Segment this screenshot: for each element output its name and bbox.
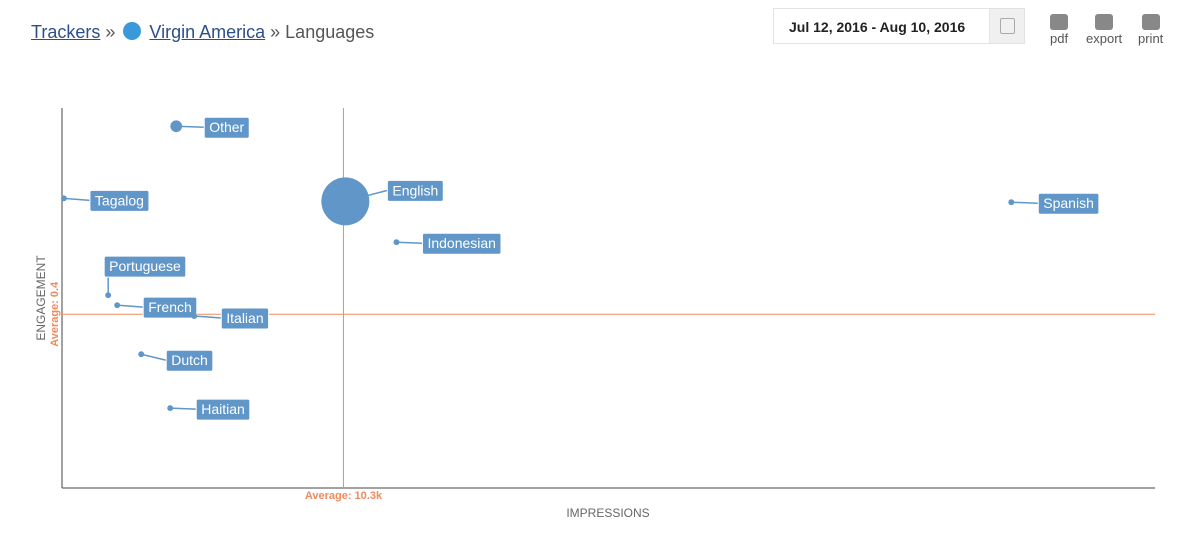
twitter-icon [123, 22, 142, 40]
breadcrumbs: Trackers » Virgin America » Languages [31, 22, 374, 43]
bubble [114, 302, 121, 309]
point-label: English [345, 179, 444, 203]
pdf-button[interactable]: pdf [1050, 14, 1068, 46]
button-label: export [1086, 31, 1123, 46]
date-picker[interactable]: Jul 12, 2016 - Aug 10, 2016 [773, 8, 1025, 44]
point-label-text: French [148, 299, 192, 315]
point-label: Tagalog [63, 189, 150, 212]
bubble [60, 195, 67, 202]
bubble [167, 405, 174, 412]
point-label-text: Italian [226, 310, 263, 326]
print-button[interactable]: print [1138, 14, 1163, 46]
connector [63, 197, 90, 202]
point-label: Dutch [141, 349, 214, 372]
point-label: French [117, 296, 198, 319]
button-label: print [1138, 31, 1164, 46]
point-label: Italian [194, 307, 270, 330]
label-box [195, 398, 251, 421]
point-label: Spanish [1011, 192, 1100, 215]
bubble [393, 239, 400, 246]
bubble [321, 177, 370, 226]
label-box [103, 255, 187, 278]
average-label: Average: 10.3k [305, 490, 383, 502]
average-label: Average: 0.4 [49, 281, 61, 347]
breadcrumb-current: Languages [285, 22, 375, 42]
connector [117, 304, 144, 308]
connector [194, 315, 222, 319]
breadcrumb-link[interactable]: Virgin America [149, 22, 266, 42]
point-label-text: Tagalog [95, 192, 144, 208]
label-box [142, 296, 198, 319]
label-box [89, 189, 150, 212]
date-range: Jul 12, 2016 - Aug 10, 2016 [789, 19, 966, 35]
bubble [191, 313, 198, 319]
connector [141, 353, 167, 361]
export-button[interactable]: export [1086, 14, 1122, 46]
point-label: Indonesian [396, 232, 502, 255]
calendar-button[interactable] [989, 9, 1024, 43]
point-label: Other [176, 116, 250, 139]
bubble [1008, 199, 1015, 206]
label-box [421, 232, 502, 255]
y-axis-title: ENGAGEMENT [34, 255, 48, 341]
point-label-text: Spanish [1043, 195, 1094, 211]
bubble [105, 292, 112, 299]
point-label-text: Other [209, 119, 244, 135]
label-box [220, 307, 270, 330]
label-box [386, 179, 444, 202]
point-label: Haitian [170, 398, 251, 421]
bubble [170, 120, 183, 133]
point-label-text: Portuguese [109, 258, 181, 274]
label-box [203, 116, 250, 139]
connector [1011, 201, 1039, 204]
button-label: pdf [1050, 31, 1069, 46]
breadcrumb-link[interactable]: Trackers [31, 22, 101, 42]
connector [396, 241, 423, 244]
point-label-text: English [392, 182, 438, 198]
point-label-text: Haitian [201, 401, 245, 417]
x-axis-title: IMPRESSIONS [566, 506, 649, 520]
point-label-text: Dutch [171, 352, 208, 368]
bubble [138, 351, 145, 358]
separator: » [105, 22, 116, 42]
point-label-text: Indonesian [427, 235, 496, 251]
label-box [165, 349, 214, 372]
separator: » [270, 22, 281, 42]
point-label: Portuguese [103, 255, 187, 296]
label-box [1037, 192, 1100, 215]
connector [170, 407, 197, 410]
